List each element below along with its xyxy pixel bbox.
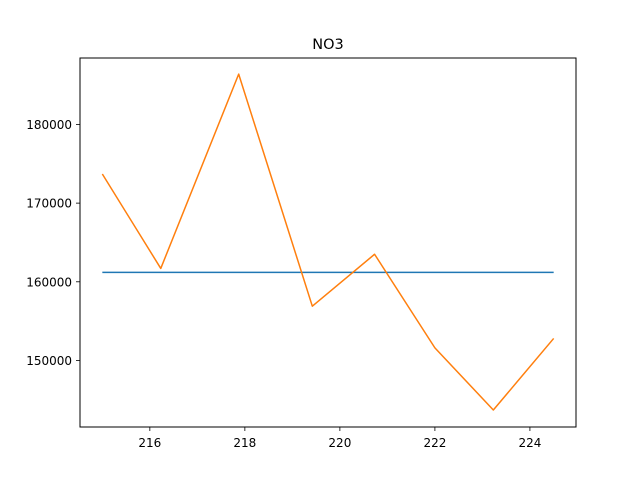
y-tick-label: 160000	[26, 275, 72, 289]
plot-frame	[79, 57, 577, 428]
x-tick-label: 224	[518, 436, 541, 450]
y-tick-label: 170000	[26, 197, 72, 211]
ticks-layer: 216 218 220 222 224 150000 160000 170000 180000	[26, 118, 541, 450]
x-tick-label: 220	[328, 436, 351, 450]
y-tick-label: 150000	[26, 354, 72, 368]
series-line-2	[101, 73, 555, 411]
x-tick-label: 218	[233, 436, 256, 450]
x-tick-label: 216	[138, 436, 161, 450]
chart-title: NO3	[312, 37, 344, 53]
series-layer	[101, 73, 555, 411]
y-tick-label: 180000	[26, 118, 72, 132]
x-tick-label: 222	[423, 436, 446, 450]
